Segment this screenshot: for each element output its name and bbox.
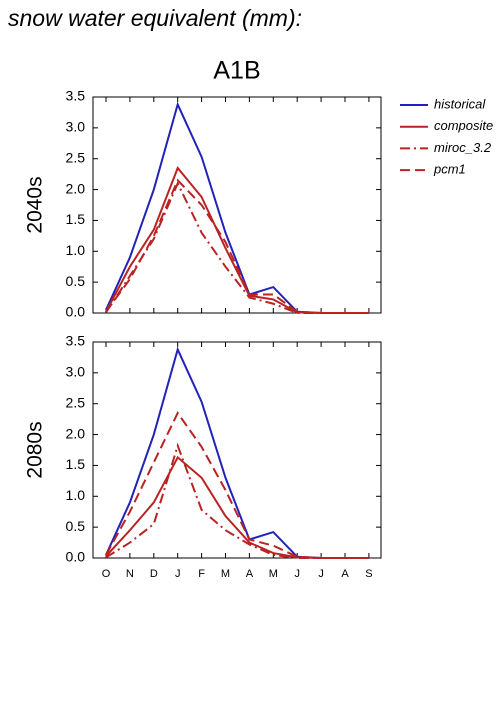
chart-subtitle: A1B <box>213 57 260 85</box>
x-tick-label: M <box>269 568 278 580</box>
y-tick-label: 1.5 <box>66 211 86 227</box>
x-tick-label: A <box>246 568 254 580</box>
y-tick-label: 2.0 <box>66 180 86 196</box>
y-tick-label: 0.0 <box>66 304 86 320</box>
x-tick-label: A <box>341 568 349 580</box>
legend-label: composite <box>434 118 493 133</box>
x-tick-label: O <box>102 568 111 580</box>
line-series <box>105 166 369 314</box>
legend-label: miroc_3.2 <box>434 140 492 155</box>
plot-frame <box>92 96 382 314</box>
x-tick-label: J <box>318 568 324 580</box>
y-tick-label: 1.0 <box>66 242 86 258</box>
y-tick-label: 0.5 <box>66 273 86 289</box>
x-tick-label: M <box>221 568 230 580</box>
x-tick-label: J <box>294 568 300 580</box>
x-tick-label: S <box>365 568 372 580</box>
line-series <box>105 178 369 314</box>
x-tick-label: D <box>150 568 158 580</box>
x-tick-label: J <box>175 568 181 580</box>
line-series <box>105 411 369 559</box>
legend-label: historical <box>434 96 486 111</box>
y-axis-label: 2080s <box>24 421 47 478</box>
y-tick-label: 3.5 <box>66 88 86 104</box>
y-tick-label: 0.0 <box>66 549 86 565</box>
y-tick-label: 3.0 <box>66 119 86 135</box>
line-series <box>105 442 369 559</box>
line-series <box>105 346 369 559</box>
line-series <box>105 180 369 314</box>
chart-title: snow water equivalent (mm): <box>8 5 302 31</box>
x-tick-label: N <box>126 568 134 580</box>
y-tick-label: 1.0 <box>66 487 86 503</box>
y-tick-label: 3.5 <box>66 333 86 349</box>
legend-label: pcm1 <box>433 162 466 177</box>
x-tick-label: F <box>198 568 205 580</box>
y-tick-label: 1.5 <box>66 456 86 472</box>
y-tick-label: 0.5 <box>66 518 86 534</box>
y-tick-label: 3.0 <box>66 364 86 380</box>
y-tick-label: 2.5 <box>66 394 86 410</box>
y-tick-label: 2.5 <box>66 149 86 165</box>
y-tick-label: 2.0 <box>66 425 86 441</box>
y-axis-label: 2040s <box>24 176 47 233</box>
plot-frame <box>92 341 382 559</box>
